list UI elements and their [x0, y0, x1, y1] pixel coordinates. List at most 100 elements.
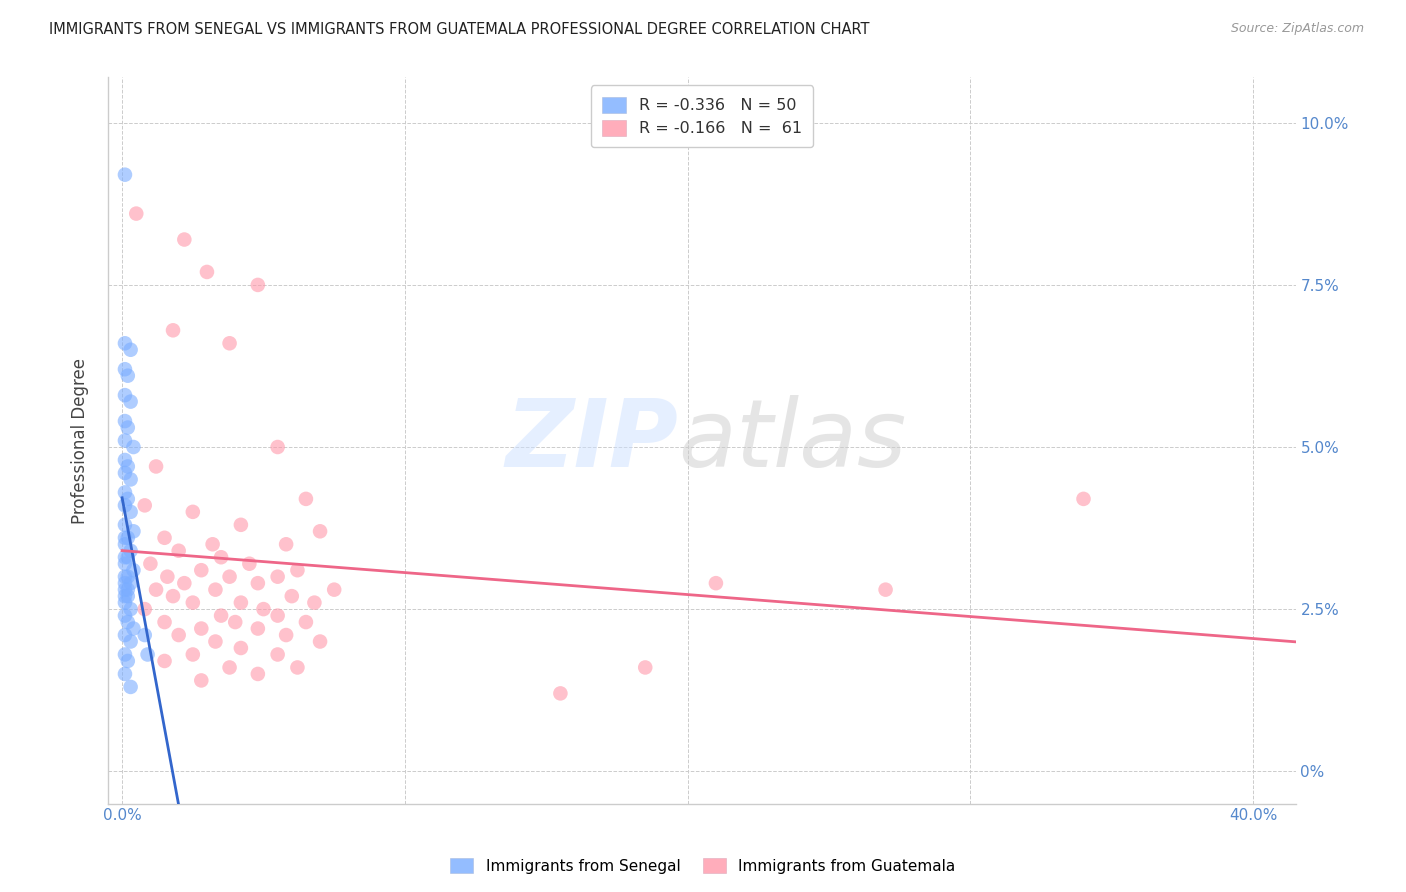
Point	[704, 576, 727, 591]
Point	[139, 557, 162, 571]
Point	[281, 589, 304, 603]
Point	[114, 550, 136, 565]
Point	[218, 660, 240, 674]
Point	[1073, 491, 1095, 506]
Point	[167, 543, 190, 558]
Point	[114, 517, 136, 532]
Point	[246, 667, 269, 681]
Point	[238, 557, 260, 571]
Point	[114, 570, 136, 584]
Point	[266, 608, 288, 623]
Point	[136, 648, 159, 662]
Point	[153, 615, 176, 629]
Y-axis label: Professional Degree: Professional Degree	[72, 358, 89, 524]
Point	[117, 368, 139, 383]
Point	[218, 336, 240, 351]
Point	[117, 550, 139, 565]
Point	[122, 563, 145, 577]
Point	[173, 576, 195, 591]
Point	[120, 543, 142, 558]
Point	[114, 168, 136, 182]
Point	[114, 414, 136, 428]
Point	[190, 622, 212, 636]
Point	[246, 622, 269, 636]
Point	[209, 608, 232, 623]
Point	[266, 440, 288, 454]
Point	[117, 615, 139, 629]
Point	[120, 343, 142, 357]
Point	[276, 628, 298, 642]
Point	[287, 660, 309, 674]
Point	[120, 394, 142, 409]
Point	[181, 505, 204, 519]
Point	[145, 582, 167, 597]
Point	[114, 589, 136, 603]
Point	[114, 667, 136, 681]
Text: Source: ZipAtlas.com: Source: ZipAtlas.com	[1230, 22, 1364, 36]
Point	[156, 570, 179, 584]
Point	[323, 582, 346, 597]
Point	[114, 628, 136, 642]
Point	[120, 680, 142, 694]
Point	[120, 472, 142, 486]
Point	[550, 686, 572, 700]
Point	[125, 206, 148, 220]
Point	[117, 531, 139, 545]
Point	[117, 491, 139, 506]
Point	[195, 265, 218, 279]
Point	[276, 537, 298, 551]
Point	[181, 596, 204, 610]
Point	[122, 440, 145, 454]
Point	[201, 537, 224, 551]
Point	[122, 622, 145, 636]
Point	[114, 485, 136, 500]
Point	[162, 323, 184, 337]
Point	[209, 550, 232, 565]
Point	[634, 660, 657, 674]
Point	[204, 582, 226, 597]
Point	[309, 524, 332, 539]
Point	[224, 615, 246, 629]
Point	[287, 563, 309, 577]
Point	[246, 576, 269, 591]
Point	[295, 615, 318, 629]
Point	[218, 570, 240, 584]
Point	[114, 582, 136, 597]
Point	[117, 589, 139, 603]
Point	[117, 654, 139, 668]
Point	[114, 596, 136, 610]
Point	[114, 608, 136, 623]
Point	[114, 557, 136, 571]
Point	[162, 589, 184, 603]
Point	[114, 648, 136, 662]
Point	[153, 654, 176, 668]
Point	[229, 596, 252, 610]
Point	[246, 277, 269, 292]
Legend: R = -0.336   N = 50, R = -0.166   N =  61: R = -0.336 N = 50, R = -0.166 N = 61	[591, 86, 813, 147]
Point	[229, 517, 252, 532]
Point	[114, 362, 136, 376]
Legend: Immigrants from Senegal, Immigrants from Guatemala: Immigrants from Senegal, Immigrants from…	[444, 852, 962, 880]
Point	[120, 602, 142, 616]
Point	[190, 563, 212, 577]
Point	[229, 640, 252, 655]
Point	[134, 602, 156, 616]
Point	[114, 537, 136, 551]
Text: IMMIGRANTS FROM SENEGAL VS IMMIGRANTS FROM GUATEMALA PROFESSIONAL DEGREE CORRELA: IMMIGRANTS FROM SENEGAL VS IMMIGRANTS FR…	[49, 22, 870, 37]
Point	[266, 648, 288, 662]
Point	[117, 459, 139, 474]
Text: atlas: atlas	[678, 395, 907, 486]
Point	[173, 233, 195, 247]
Text: ZIP: ZIP	[505, 394, 678, 486]
Point	[114, 466, 136, 480]
Point	[309, 634, 332, 648]
Point	[120, 505, 142, 519]
Point	[153, 531, 176, 545]
Point	[120, 576, 142, 591]
Point	[114, 434, 136, 448]
Point	[181, 648, 204, 662]
Point	[145, 459, 167, 474]
Point	[117, 582, 139, 597]
Point	[122, 524, 145, 539]
Point	[117, 420, 139, 434]
